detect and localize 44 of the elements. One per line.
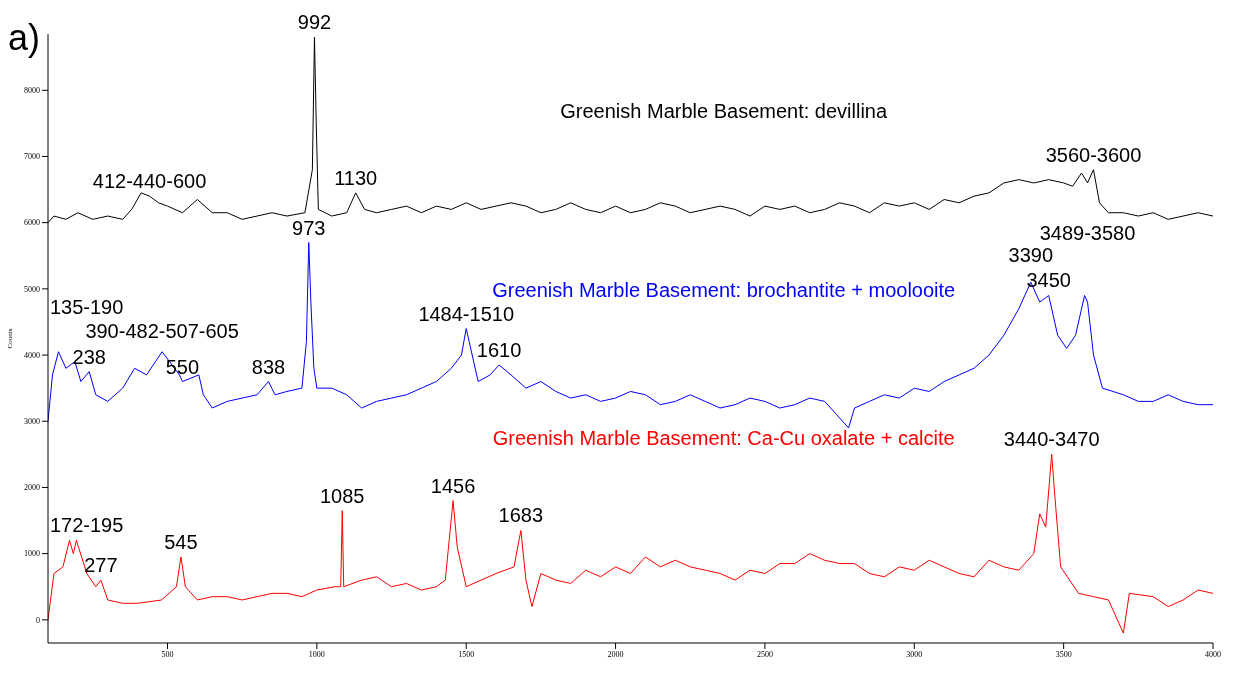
annotation: 238 [72,345,106,368]
text: Greenish Marble Basement: devillina [560,99,888,122]
annotation: 1683 [498,504,544,527]
annotation: 412-440-600 [92,170,207,193]
x-tick-label: 500 [161,649,174,659]
x-tick-label: 3000 [906,649,923,659]
annotation: 1484-1510 [418,302,515,325]
annotation: 992 [297,11,332,34]
annotation: 973 [292,216,326,239]
annotation: 1456 [430,474,476,497]
y-tick-label: 2000 [24,483,40,493]
y-tick-label: 4000 [24,350,40,360]
annotation: 172-195 [49,514,124,537]
x-tick-label: 2500 [756,649,773,659]
x-tick-label: 1000 [308,649,325,659]
annotation: 3450 [1026,269,1071,292]
x-tick-label: 3500 [1055,649,1072,659]
annotation: 390-482-507-605 [85,319,239,342]
annotation: 1130 [334,166,378,189]
annotation: 1085 [319,484,365,507]
annotation: 3390 [1008,244,1054,267]
annotation: 135-190 [49,295,124,318]
annotation: 3489-3580 [1039,222,1136,245]
annotation: 545 [164,530,198,553]
series-label: Greenish Marble Basement: brochantite + moolooite [492,278,956,301]
y-tick-label: 0 [36,615,40,625]
annotation: 3440-3470 [1003,428,1100,451]
y-tick-label: 6000 [24,218,40,228]
text: a) [8,17,41,58]
x-tick-label: 4000 [1205,649,1221,659]
annotation: 3560-3600 [1045,143,1142,166]
line-series [48,242,1213,429]
x-tick-label: 1500 [458,649,475,659]
annotation: 1610 [476,338,522,361]
x-tick-label: 2000 [607,649,624,659]
y-tick-label: 3000 [24,417,40,427]
y-tick-label: 7000 [24,152,40,162]
text: Greenish Marble Basement: Ca-Cu oxalate + calcite [492,427,955,450]
annotation: 277 [84,554,118,577]
y-tick-label: 5000 [24,284,40,294]
annotation: 838 [251,355,286,378]
y-tick-label: 1000 [24,549,40,559]
y-tick-label: 8000 [24,86,40,96]
line-series [48,453,1213,634]
